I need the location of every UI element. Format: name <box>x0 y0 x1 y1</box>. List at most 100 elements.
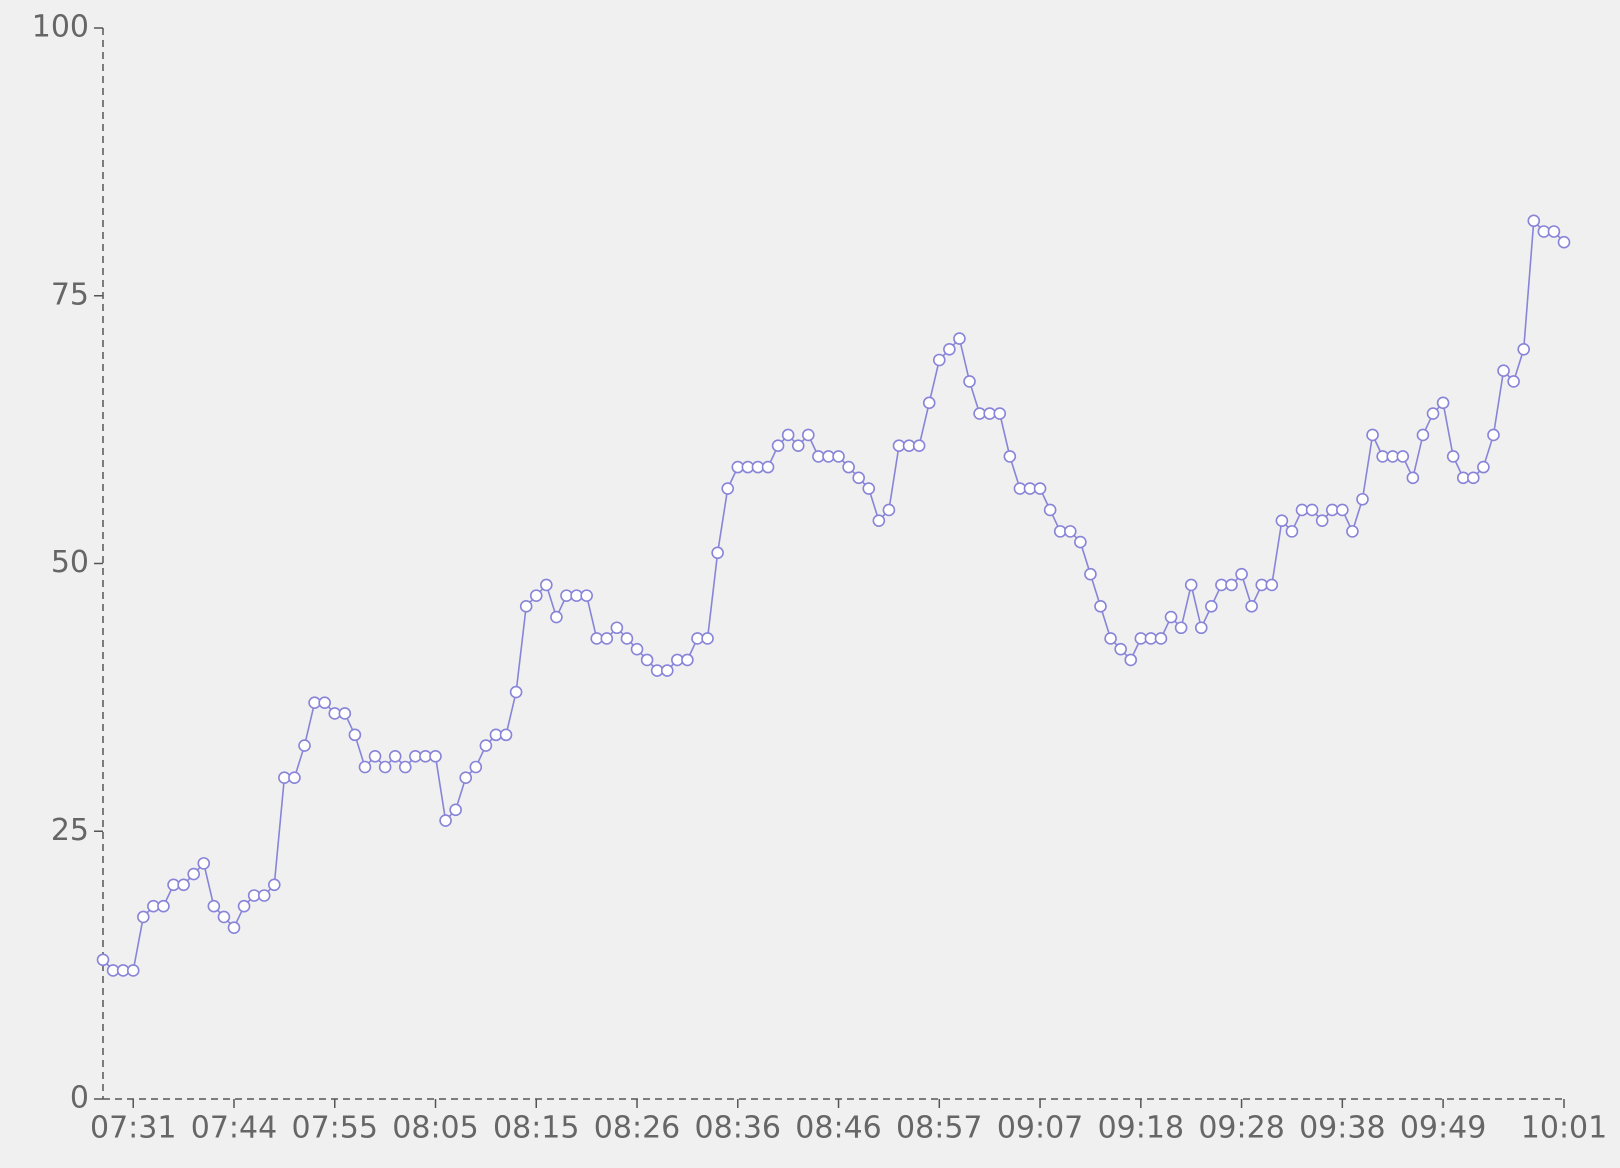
data-point <box>852 471 865 485</box>
data-point <box>348 728 362 742</box>
x-tick-label: 07:44 <box>191 1111 277 1146</box>
data-point <box>439 814 452 827</box>
x-tick-label: 09:07 <box>997 1111 1083 1146</box>
data-point <box>449 803 462 817</box>
x-tick-label: 08:15 <box>493 1111 579 1146</box>
data-point <box>1467 471 1480 485</box>
data-point <box>187 867 200 881</box>
data-point <box>529 589 543 602</box>
y-tick-label: 100 <box>32 10 89 45</box>
data-point <box>469 760 483 774</box>
data-point <box>1174 621 1188 635</box>
data-point <box>660 664 674 677</box>
data-point <box>237 899 251 913</box>
data-point <box>459 771 473 785</box>
data-point <box>1194 621 1208 635</box>
x-tick-label: 09:18 <box>1098 1111 1184 1146</box>
y-tick-label: 75 <box>51 277 89 312</box>
data-point <box>1154 632 1168 645</box>
data-point <box>540 578 553 592</box>
data-point <box>922 396 936 410</box>
x-tick-label: 09:28 <box>1198 1111 1284 1146</box>
data-point <box>1245 600 1258 613</box>
data-point <box>519 600 533 613</box>
data-point <box>1235 567 1248 581</box>
data-point <box>298 739 311 752</box>
data-point <box>963 375 976 388</box>
data-point <box>802 428 815 442</box>
data-point <box>580 589 593 602</box>
data-point <box>1527 214 1541 228</box>
data-point <box>288 771 301 785</box>
data-point <box>1003 450 1017 463</box>
data-point <box>227 921 241 934</box>
data-point <box>177 878 190 892</box>
data-point <box>137 910 150 924</box>
data-point <box>1205 600 1218 613</box>
data-point <box>1265 578 1279 592</box>
data-point <box>1184 578 1198 592</box>
data-point <box>862 482 876 495</box>
data-point <box>1305 503 1319 517</box>
data-point <box>1084 567 1097 581</box>
data-point <box>711 546 724 560</box>
data-point <box>943 342 956 356</box>
data-point <box>993 407 1007 420</box>
x-tick-label: 09:38 <box>1299 1111 1385 1146</box>
data-point <box>197 857 211 870</box>
x-tick-label: 07:31 <box>90 1111 176 1146</box>
data-point <box>1275 514 1289 527</box>
data-point <box>1446 450 1460 463</box>
data-point <box>126 964 140 977</box>
x-tick-label: 08:46 <box>795 1111 881 1146</box>
data-point <box>1477 460 1490 474</box>
x-tick-label: 07:55 <box>292 1111 378 1146</box>
data-point <box>1063 525 1077 538</box>
data-point <box>842 460 855 474</box>
data-point <box>721 482 735 495</box>
data-point <box>550 610 563 624</box>
data-point <box>882 503 896 517</box>
data-point <box>610 621 624 635</box>
data-point <box>1487 428 1500 442</box>
data-line <box>102 218 1565 972</box>
data-point <box>1033 482 1047 495</box>
data-point <box>1396 450 1410 463</box>
data-point <box>398 760 412 774</box>
data-point <box>1285 525 1299 538</box>
data-point <box>832 450 845 463</box>
data-point <box>771 439 785 452</box>
data-point <box>1507 375 1520 388</box>
data-point <box>368 749 382 763</box>
x-tick-label: 08:57 <box>896 1111 982 1146</box>
data-point <box>267 878 281 892</box>
data-point <box>429 749 442 763</box>
data-point <box>701 632 714 645</box>
data-point <box>953 332 966 345</box>
data-point <box>781 428 795 442</box>
data-point <box>1124 653 1138 667</box>
data-point <box>640 653 654 667</box>
data-point <box>872 514 886 527</box>
data-point <box>207 899 221 913</box>
data-point <box>1426 407 1440 420</box>
data-point <box>378 760 392 774</box>
data-point <box>1557 235 1571 249</box>
x-tick-label: 08:05 <box>392 1111 478 1146</box>
data-point <box>1225 578 1238 592</box>
data-point <box>1114 642 1127 656</box>
data-point <box>1104 632 1117 645</box>
data-point <box>761 460 775 474</box>
x-tick-label: 08:36 <box>695 1111 781 1146</box>
data-point <box>479 739 493 752</box>
y-tick-label: 50 <box>51 545 89 580</box>
data-point <box>1336 503 1349 517</box>
x-tick-label: 09:49 <box>1400 1111 1486 1146</box>
data-point <box>509 685 523 699</box>
data-point <box>681 653 694 667</box>
data-point <box>600 632 614 645</box>
data-point <box>318 696 331 710</box>
data-point <box>1436 396 1450 410</box>
